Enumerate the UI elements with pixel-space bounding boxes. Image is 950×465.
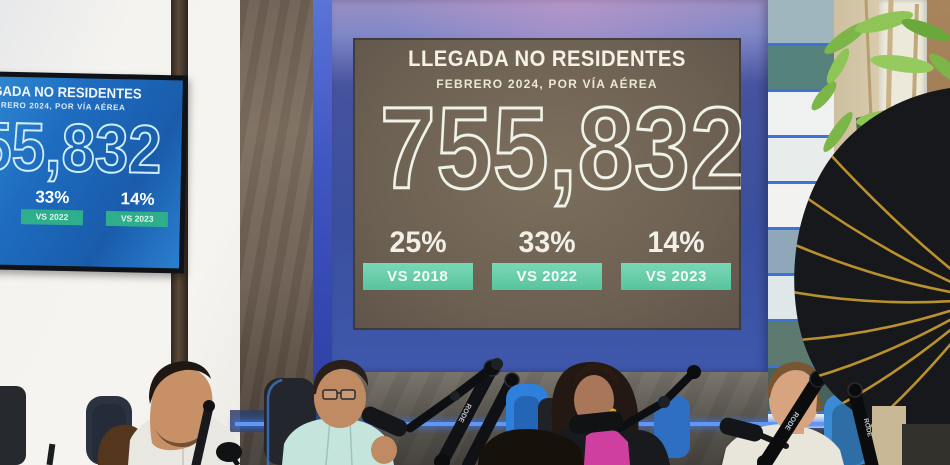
light-umbrella: [794, 88, 950, 465]
versus-badge: VS 2023: [621, 263, 732, 291]
versus-badge: VS 2018: [362, 263, 473, 291]
person-minister: [282, 359, 397, 465]
person-white-shirt-beard: [128, 361, 240, 465]
percent-value: 33%: [518, 226, 576, 260]
wall-gap-behind-umbrella: [872, 406, 906, 465]
dark-floor-corner: [902, 424, 950, 465]
raised-hand: [371, 436, 397, 464]
main-led-screen: LLEGADA NO RESIDENTES FEBRERO 2024, POR …: [353, 38, 741, 330]
board-subtitle: FEBRERO 2024, POR VÍA AÉREA: [436, 77, 658, 91]
board-title: LLEGADA NO RESIDENTES: [408, 46, 686, 71]
main-led-screen-frame: LLEGADA NO RESIDENTES FEBRERO 2024, POR …: [332, 0, 768, 372]
mic-brand-label: RODE: [862, 418, 873, 439]
mic-minister: [361, 358, 503, 437]
person-curly-head: [478, 428, 584, 465]
total-arrivals-number: 755,832: [379, 83, 741, 213]
mic-woman: [568, 365, 701, 435]
versus-badge: VS 2022: [491, 263, 602, 291]
mic-stand-left: [191, 400, 242, 465]
comparison-item: 25% VS 2018: [353, 226, 482, 291]
comparison-item: 33% VS 2022: [482, 226, 611, 291]
percent-value: 14%: [647, 226, 705, 260]
comparison-item: 14% VS 2023: [612, 226, 741, 291]
chair-corner: [0, 386, 26, 465]
mic-boom-far-right: RODE: [847, 382, 879, 465]
percent-value: 25%: [389, 226, 447, 260]
comparison-row: 25% VS 2018 33% VS 2022 14% VS 2023: [353, 226, 741, 291]
mic-right-man: RODE: [719, 370, 827, 465]
glasses: [322, 389, 356, 400]
blue-wall-strip: [313, 0, 335, 465]
